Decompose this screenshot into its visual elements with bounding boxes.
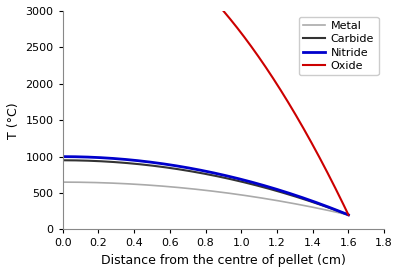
Nitride: [176, 164, 181, 168]
Carbide: [60, 159, 65, 162]
Oxide: [296, 117, 300, 120]
Metal: [90, 181, 94, 184]
Legend: Metal, Carbide, Nitride, Oxide: Metal, Carbide, Nitride, Oxide: [298, 16, 379, 75]
Y-axis label: T (°C): T (°C): [7, 102, 20, 139]
Line: Oxide: Oxide: [224, 11, 348, 215]
Oxide: [343, 207, 348, 210]
X-axis label: Distance from the centre of pellet (cm): Distance from the centre of pellet (cm): [101, 254, 346, 267]
Nitride: [90, 156, 94, 159]
Metal: [346, 213, 351, 216]
Nitride: [283, 190, 288, 194]
Nitride: [186, 166, 191, 170]
Oxide: [289, 105, 294, 109]
Oxide: [324, 168, 328, 171]
Oxide: [221, 9, 226, 13]
Carbide: [90, 159, 94, 162]
Metal: [283, 200, 288, 204]
Metal: [288, 201, 293, 205]
Metal: [60, 181, 65, 184]
Carbide: [288, 193, 293, 197]
Metal: [186, 187, 191, 190]
Metal: [256, 196, 261, 199]
Oxide: [346, 213, 351, 216]
Carbide: [256, 184, 261, 188]
Carbide: [176, 168, 181, 171]
Metal: [176, 186, 181, 189]
Nitride: [60, 155, 65, 158]
Oxide: [280, 92, 285, 95]
Line: Carbide: Carbide: [63, 160, 348, 215]
Carbide: [283, 192, 288, 195]
Nitride: [288, 192, 293, 195]
Oxide: [281, 93, 286, 96]
Line: Nitride: Nitride: [63, 157, 348, 215]
Carbide: [346, 213, 351, 216]
Nitride: [256, 182, 261, 186]
Carbide: [186, 169, 191, 173]
Line: Metal: Metal: [63, 182, 348, 215]
Nitride: [346, 213, 351, 216]
